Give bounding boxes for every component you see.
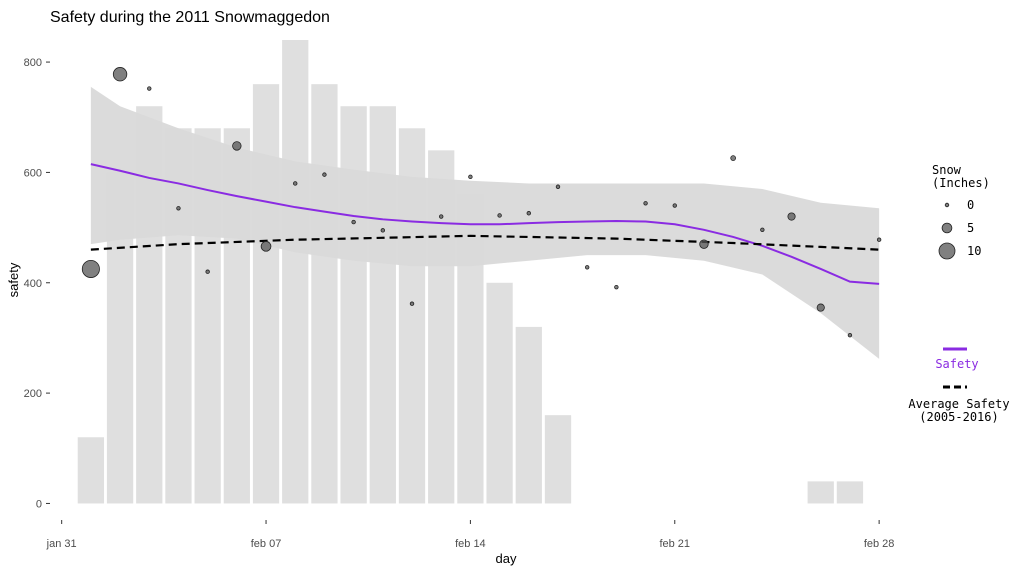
bar-day-17 [544,415,572,504]
bar-day-12 [398,128,426,504]
point-day-5 [205,269,210,274]
point-day-18 [584,265,590,270]
point-day-17 [555,184,561,189]
bar-day-13 [428,150,455,504]
bar-day-16 [515,326,542,504]
point-day-3 [147,86,152,91]
point-day-24 [760,227,765,232]
point-day-23 [730,155,736,161]
y-axis-title: safety [6,262,21,297]
x-tick-label-7: feb 07 [251,538,282,550]
bar-day-1 [77,437,105,504]
bar-day-15 [486,282,513,504]
axis-layer: 0 200 400 600 800 jan 31 feb 07 feb 14 feb 21 feb… [24,57,895,550]
point-day-4 [176,206,181,211]
bar-day-2 [106,172,134,504]
chart-title: Safety during the 2011 Snowmaggedon [50,9,330,26]
point-day-13 [439,214,444,219]
bar-day-27 [836,481,864,504]
x-axis-title: day [496,551,517,566]
point-day-12 [409,301,415,306]
line-layer [90,163,880,285]
confidence-band-layer [90,86,880,359]
y-tick-label-400: 400 [24,278,42,290]
point-day-19 [614,284,619,290]
point-day-9 [322,172,327,177]
bar-day-6 [223,128,250,504]
legend: Snow(Inches) 0 5 10 Safety Average Safety(200… [908,163,1009,424]
y-tick-label-800: 800 [24,57,42,69]
legend-safety-label: Safety [935,357,978,371]
bar-day-5 [194,128,221,504]
point-day-21 [672,203,677,208]
point-day-11 [380,228,386,233]
bar-day-3 [136,106,163,504]
point-day-1 [81,259,100,278]
bar-day-4 [165,128,192,504]
point-day-28 [876,237,882,242]
point-day-16 [526,211,531,216]
legend-size-label-0: 0 [967,198,974,212]
y-tick-label-600: 600 [24,167,42,179]
point-day-22 [699,239,709,249]
point-day-26 [816,303,825,312]
point-day-10 [351,219,356,225]
point-layer [81,67,882,338]
legend-size-title-line-1: (Inches) [932,176,990,190]
average-safety-line [90,234,880,251]
point-day-15 [497,213,502,218]
bar-day-14 [457,194,484,504]
x-tick-label-0: jan 31 [46,538,77,550]
y-tick-label-200: 200 [24,388,42,400]
confidence-band [90,86,880,359]
point-day-2 [112,67,128,82]
legend-average-label-line-0: Average Safety [908,397,1009,411]
safety-line [90,163,880,285]
legend-size-key-0 [944,202,950,208]
x-tick-label-14: feb 14 [455,538,486,550]
point-day-6 [232,141,242,151]
legend-size-title-line-0: Snow [932,163,962,177]
x-tick-label-28: feb 28 [864,538,895,550]
legend-average-label-line-1: (2005-2016) [919,410,998,424]
point-day-20 [643,201,648,206]
bar-day-11 [369,106,396,504]
bar-day-9 [311,84,338,504]
bar-day-10 [340,106,367,504]
x-tick-label-21: feb 21 [659,538,690,550]
legend-size-key-5 [941,222,953,234]
bar-day-7 [252,84,280,504]
point-day-27 [847,332,853,338]
legend-size-key-10 [938,242,956,260]
legend-size-label-5: 5 [967,221,974,235]
point-day-14 [468,174,473,180]
bar-layer [77,40,864,504]
bar-day-8 [282,40,309,504]
legend-size-label-10: 10 [967,244,981,258]
bar-day-26 [807,481,834,504]
point-day-25 [787,212,796,221]
y-tick-label-0: 0 [36,498,42,510]
point-day-7 [260,241,272,252]
point-day-8 [293,181,298,186]
